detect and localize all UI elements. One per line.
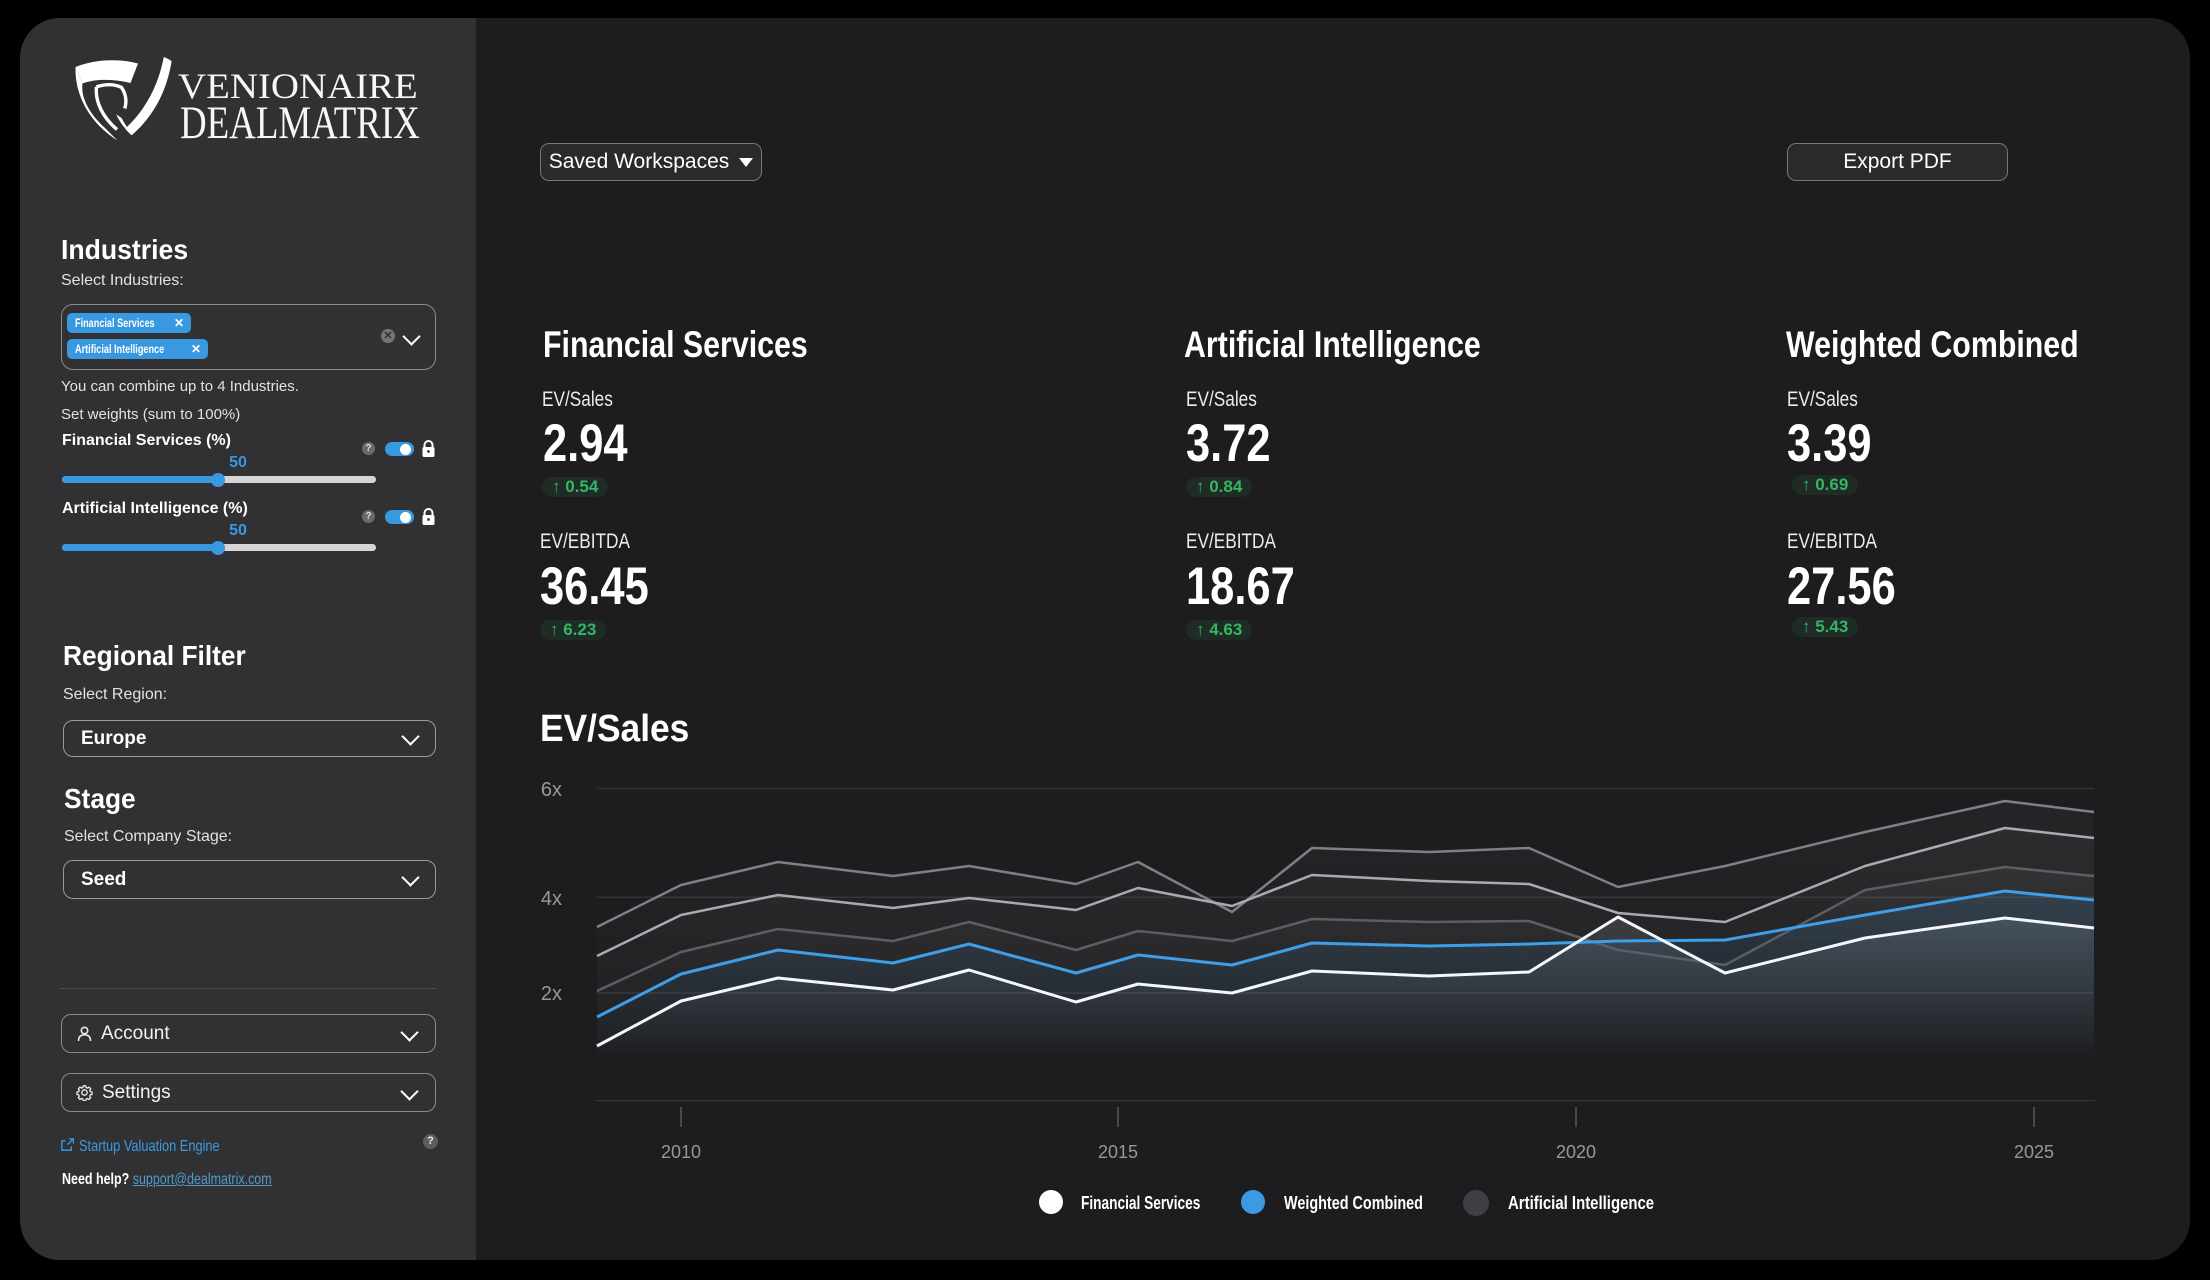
svg-text:2x: 2x — [541, 983, 562, 1005]
svg-text:2020: 2020 — [1556, 1142, 1596, 1162]
svg-text:6x: 6x — [541, 779, 562, 801]
svg-text:2025: 2025 — [2014, 1142, 2054, 1162]
svg-text:2015: 2015 — [1098, 1142, 1138, 1162]
svg-text:4x: 4x — [541, 888, 562, 910]
svg-text:2010: 2010 — [661, 1142, 701, 1162]
